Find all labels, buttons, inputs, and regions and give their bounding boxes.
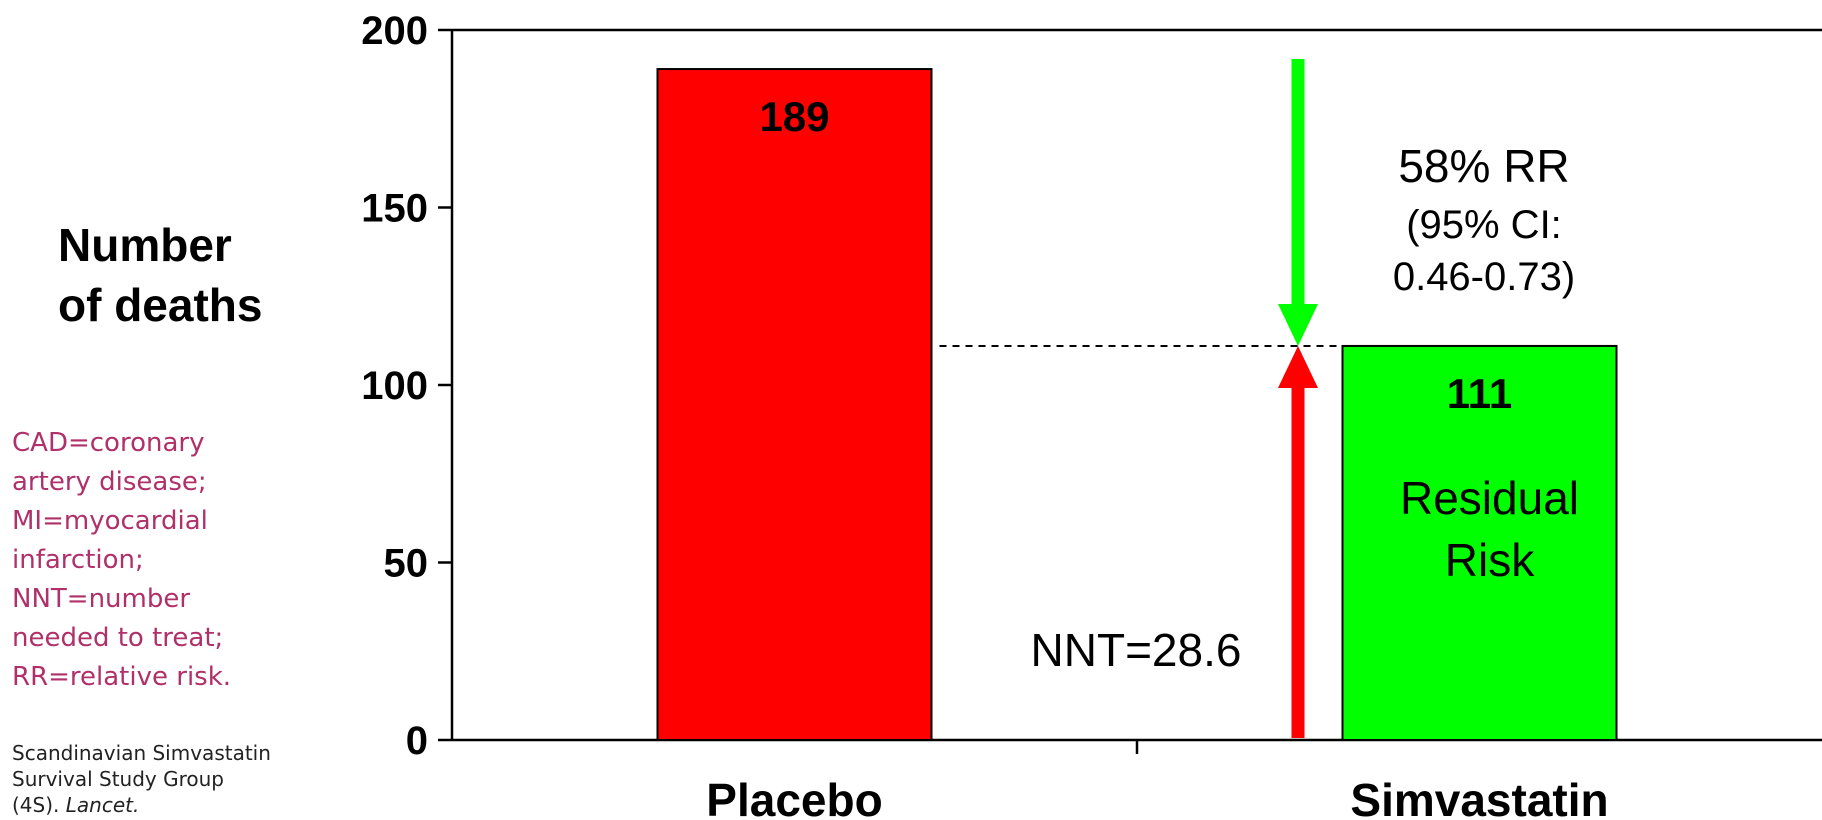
y-tick-label: 200 bbox=[361, 9, 428, 53]
abbrev-line: NNT=number bbox=[12, 584, 191, 614]
y-axis-label-line-2: of deaths bbox=[58, 279, 263, 331]
y-axis-label-line-1: Number bbox=[58, 219, 232, 271]
y-axis-label: Number of deaths bbox=[58, 215, 318, 335]
citation-journal: Lancet. bbox=[65, 793, 140, 817]
citation-prefix: (4S). bbox=[12, 793, 66, 817]
down-arrow-head bbox=[1278, 303, 1318, 346]
x-tick-labels: Placebo Simvastatin bbox=[706, 740, 1609, 820]
abbrev-line: artery disease; bbox=[12, 467, 207, 497]
rr-annotation-line-3: 0.46-0.73) bbox=[1393, 255, 1575, 299]
abbrev-line: needed to treat; bbox=[12, 623, 224, 653]
residual-risk-line-1: Residual bbox=[1400, 472, 1579, 524]
up-arrow-head bbox=[1278, 345, 1318, 388]
citation: Scandinavian Simvastatin Survival Study … bbox=[12, 740, 292, 818]
y-ticks: 0 50 100 150 200 bbox=[361, 9, 452, 763]
y-tick-label: 0 bbox=[406, 719, 428, 763]
rr-annotation-line-2: (95% CI: bbox=[1406, 203, 1562, 247]
bar-simvastatin bbox=[1341, 344, 1618, 741]
residual-risk-line-2: Risk bbox=[1445, 534, 1535, 586]
abbrev-line: MI=myocardial bbox=[12, 506, 208, 536]
x-tick-label: Simvastatin bbox=[1350, 774, 1608, 820]
y-tick-label: 150 bbox=[361, 187, 428, 231]
citation-line-2: Survival Study Group bbox=[12, 767, 224, 791]
nnt-annotation: NNT=28.6 bbox=[1031, 624, 1242, 676]
x-tick-label: Placebo bbox=[706, 774, 882, 820]
abbrev-line: RR=relative risk. bbox=[12, 662, 232, 692]
citation-line-1: Scandinavian Simvastatin bbox=[12, 741, 271, 765]
rr-annotation-line-1: 58% RR bbox=[1398, 140, 1569, 192]
bar-value-label: 189 bbox=[759, 93, 829, 140]
y-tick-label: 100 bbox=[361, 364, 428, 408]
bars: 189 111 bbox=[656, 68, 1618, 742]
abbrev-line: infarction; bbox=[12, 545, 144, 575]
bar-value-label: 111 bbox=[1447, 370, 1512, 417]
citation-line-3: (4S). Lancet. bbox=[12, 792, 292, 818]
abbreviations-note: CAD=coronary artery disease; MI=myocardi… bbox=[12, 424, 272, 697]
y-tick-label: 50 bbox=[384, 542, 429, 586]
abbrev-line: CAD=coronary bbox=[12, 428, 205, 458]
bar-placebo bbox=[656, 68, 933, 742]
annotations: 58% RR (95% CI: 0.46-0.73) Residual Risk NNT=… bbox=[939, 59, 1579, 738]
